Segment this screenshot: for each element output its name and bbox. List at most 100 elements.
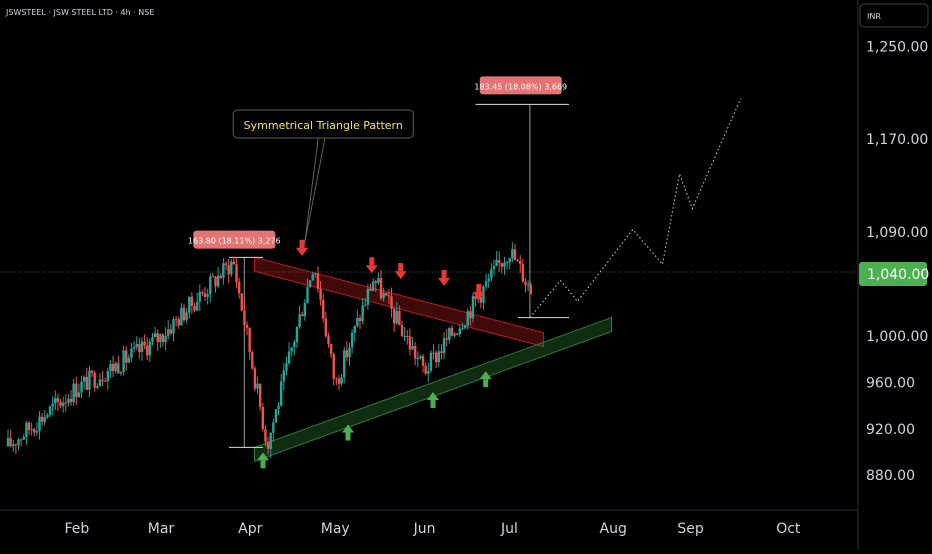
currency-button[interactable]: INR <box>859 3 929 28</box>
candle <box>308 280 312 288</box>
y-tick-label: 1,000.00 <box>866 329 928 345</box>
candle <box>240 292 243 312</box>
x-tick-label: Jul <box>500 521 518 537</box>
candle <box>43 409 46 426</box>
candle <box>421 354 425 373</box>
candle <box>427 362 430 383</box>
y-tick-label: 1,250.00 <box>866 39 928 55</box>
candle <box>174 315 178 327</box>
time-axis: Feb Mar Apr May Jun Jul Aug Sep Oct <box>64 521 800 537</box>
up-arrow-icon <box>427 392 439 409</box>
candle <box>138 337 141 359</box>
candle <box>19 438 23 447</box>
candle <box>258 383 262 411</box>
candle <box>316 266 320 293</box>
candle <box>264 424 267 447</box>
candle <box>22 434 25 440</box>
x-tick-label: Feb <box>64 521 89 537</box>
candle <box>35 421 39 436</box>
candle <box>282 362 286 391</box>
candle <box>324 311 328 339</box>
svg-text:Symmetrical Triangle Pattern: Symmetrical Triangle Pattern <box>244 119 403 132</box>
down-arrow-icon <box>394 263 407 280</box>
down-arrow-icon <box>438 270 451 287</box>
candle <box>274 408 278 423</box>
candle <box>253 365 257 392</box>
candle <box>332 352 335 386</box>
candle <box>96 383 99 390</box>
candle <box>88 366 91 398</box>
candle <box>245 321 249 336</box>
candle <box>395 301 398 326</box>
candle <box>201 289 204 296</box>
candle <box>159 333 162 348</box>
candle <box>303 298 307 321</box>
candle <box>140 336 144 361</box>
candle <box>403 326 406 342</box>
candle <box>487 273 490 288</box>
candle <box>216 267 220 289</box>
candle <box>301 311 304 317</box>
candle <box>232 256 236 265</box>
measure-label-2: 183.45 (18.08%) 3,669 <box>474 76 567 95</box>
candle <box>387 288 391 305</box>
candle <box>248 327 251 360</box>
candle <box>6 429 10 447</box>
candle <box>358 314 362 329</box>
candle <box>366 283 370 310</box>
candle <box>340 373 343 386</box>
candle <box>103 377 107 382</box>
candle <box>82 375 86 390</box>
candle <box>266 436 270 455</box>
candle <box>224 261 228 270</box>
annotation-labels: 163.80 (18.11%) 3,276 183.45 (18.08%) 3,6… <box>188 76 567 249</box>
svg-text:163.80 (18.11%) 3,276: 163.80 (18.11%) 3,276 <box>188 237 281 246</box>
candle <box>424 362 427 376</box>
candle <box>432 344 435 360</box>
measure-label-1: 163.80 (18.11%) 3,276 <box>188 230 281 249</box>
candle <box>482 285 485 310</box>
candle <box>164 327 167 351</box>
candle <box>361 297 364 325</box>
candle <box>56 393 60 411</box>
candle <box>222 258 225 285</box>
candle <box>80 375 83 399</box>
candle <box>269 432 272 458</box>
candle <box>458 324 462 338</box>
candle <box>119 370 123 376</box>
candle <box>322 293 325 323</box>
candle <box>109 360 112 378</box>
candle <box>382 287 385 302</box>
candle <box>122 345 125 376</box>
candle <box>350 329 354 354</box>
candle <box>521 258 525 283</box>
x-tick-label: Oct <box>776 521 801 537</box>
candle <box>193 302 196 313</box>
candle <box>377 272 380 285</box>
candle <box>251 350 254 371</box>
candle <box>379 269 383 301</box>
candle <box>177 316 180 329</box>
candle <box>182 303 186 323</box>
candle <box>519 255 522 273</box>
candle <box>335 377 338 386</box>
candle <box>516 258 519 262</box>
candle <box>416 351 419 368</box>
candle <box>364 297 367 307</box>
resistance-band <box>254 256 544 348</box>
candle <box>484 273 488 290</box>
candle <box>369 283 372 292</box>
candle <box>9 429 12 448</box>
candle <box>511 242 514 263</box>
pattern-layer <box>229 98 742 463</box>
candle <box>463 324 467 329</box>
support-band <box>254 316 612 463</box>
candle <box>230 258 233 277</box>
candle <box>513 243 517 261</box>
candle <box>14 443 18 454</box>
down-arrow-icon <box>472 283 485 300</box>
last-price-value: 1,040.00 <box>867 267 929 283</box>
candle <box>203 286 207 301</box>
